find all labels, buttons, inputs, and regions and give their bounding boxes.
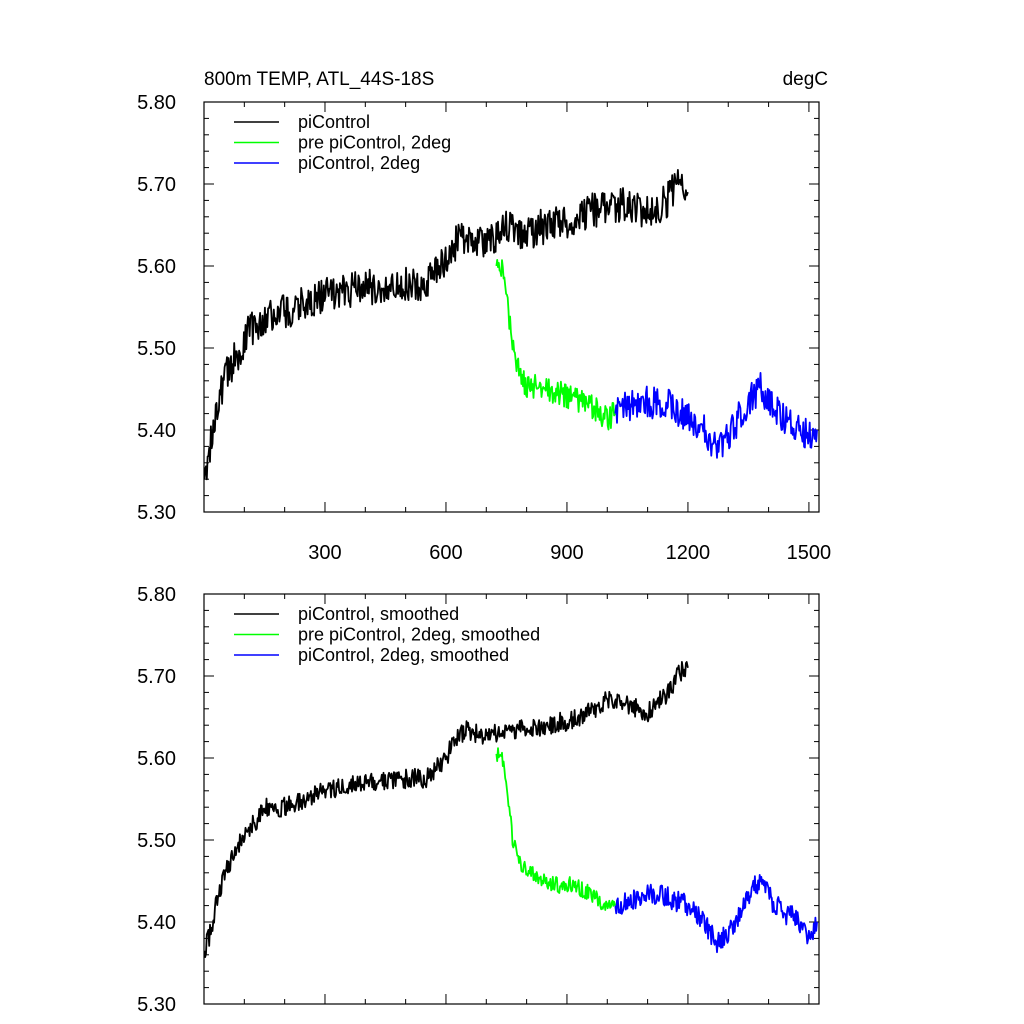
legend-label: piControl, smoothed [298, 604, 459, 624]
y-tick-label: 5.60 [137, 748, 176, 770]
legend-label: piControl, 2deg, smoothed [298, 645, 509, 665]
y-tick-label: 5.80 [137, 584, 176, 606]
y-tick-label: 5.50 [137, 338, 176, 360]
y-tick-label: 5.80 [137, 92, 176, 114]
legend-label: pre piControl, 2deg, smoothed [298, 625, 540, 645]
y-tick-label: 5.40 [137, 420, 176, 442]
top-panel: 5.30 5.40 5.50 5.60 5.70 5.80 300 600 900 1200 150… [137, 92, 831, 564]
y-tick-label: 5.70 [137, 666, 176, 688]
y-tick-label: 5.30 [137, 994, 176, 1016]
series-line-1 [203, 661, 689, 958]
x-tick-label: 900 [550, 542, 583, 564]
plot-frame [203, 593, 820, 1005]
x-tick-label: 1200 [666, 542, 711, 564]
series-line-2 [495, 747, 617, 911]
x-tick-label: 300 [308, 542, 341, 564]
series-line-3 [614, 874, 818, 954]
y-tick-label: 5.70 [137, 174, 176, 196]
y-tick-label: 5.30 [137, 502, 176, 524]
bottom-panel: 5.30 5.40 5.50 5.60 5.70 5.80 piControl, smoot… [137, 584, 820, 1016]
legend-label: pre piControl, 2deg [298, 133, 451, 153]
figure-title: 800m TEMP, ATL_44S-18S [204, 69, 434, 90]
y-tick-label: 5.50 [137, 830, 176, 852]
x-tick-label: 1500 [787, 542, 832, 564]
units-label: degC [783, 69, 828, 90]
series-line-1 [203, 169, 689, 481]
x-tick-label: 600 [429, 542, 462, 564]
legend-label: piControl, 2deg [298, 153, 420, 173]
y-tick-label: 5.60 [137, 256, 176, 278]
y-tick-label: 5.40 [137, 912, 176, 934]
plot-frame [203, 101, 820, 513]
legend-label: piControl [298, 112, 370, 132]
series-line-3 [614, 372, 818, 459]
series-line-2 [495, 259, 617, 431]
